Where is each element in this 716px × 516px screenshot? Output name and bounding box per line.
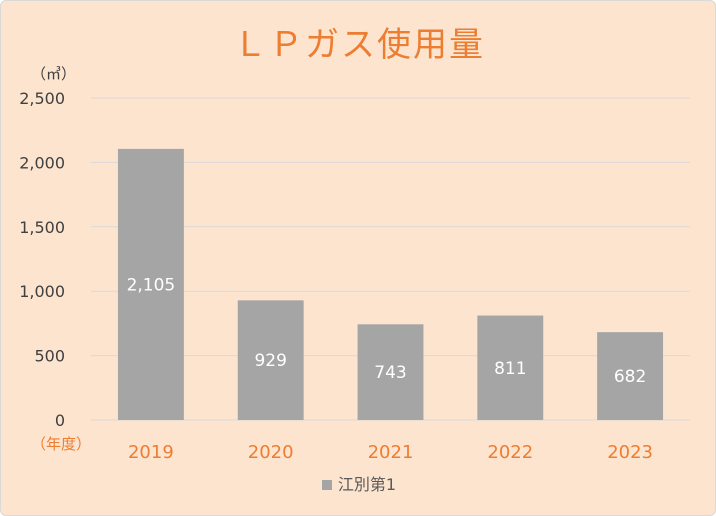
bar <box>357 324 424 420</box>
bar-data-label: 743 <box>374 363 406 383</box>
y-tick-label: 500 <box>34 347 65 366</box>
x-axis-unit-label: （年度） <box>31 435 92 453</box>
chart-title: ＬＰガス使用量 <box>233 25 485 65</box>
bar <box>237 300 304 420</box>
x-tick-label: 2021 <box>368 442 414 463</box>
bar-data-label: 929 <box>254 351 286 371</box>
x-tick-label: 2020 <box>248 442 294 463</box>
bar <box>477 315 544 420</box>
legend-label: 江別第1 <box>337 475 397 494</box>
legend: 江別第1 <box>1 471 715 495</box>
legend-swatch <box>321 479 332 490</box>
y-tick-label: 2,000 <box>19 153 65 172</box>
y-axis-unit-label: （㎥） <box>31 65 77 83</box>
bar <box>597 332 664 420</box>
y-tick-label: 2,500 <box>19 89 65 108</box>
y-tick-label: 1,000 <box>19 282 65 301</box>
x-tick-label: 2023 <box>607 442 653 463</box>
x-tick-label: 2022 <box>487 442 533 463</box>
y-tick-label: 0 <box>55 411 65 430</box>
bar <box>117 148 184 420</box>
x-tick-label: 2019 <box>128 442 174 463</box>
y-tick-label: 1,500 <box>19 218 65 237</box>
bar-data-label: 2,105 <box>127 275 176 295</box>
bar-data-label: 682 <box>614 367 646 387</box>
bar-data-label: 811 <box>494 359 526 379</box>
